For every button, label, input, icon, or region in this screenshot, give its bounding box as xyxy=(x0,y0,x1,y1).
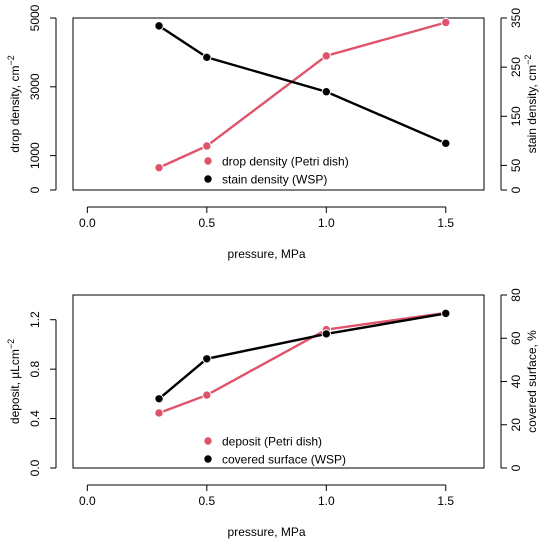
series-point-1 xyxy=(154,408,164,418)
series-point-1 xyxy=(202,390,212,400)
y-right-axis-label: covered surface, % xyxy=(525,330,539,433)
x-tick-label: 1.5 xyxy=(437,494,454,508)
y-right-axis-label-exponent: −2 xyxy=(523,55,533,65)
y-left-tick-label: 0 xyxy=(28,186,42,193)
y-left-axis-label: deposit, µLcm−2 xyxy=(6,339,22,424)
legend-marker-1 xyxy=(203,436,213,446)
series-point-2 xyxy=(321,329,331,339)
series-point-2 xyxy=(202,52,212,63)
chart-panel-2: 0.0 0.5 1.0 1.5 pressure, MPa 0.0 0.4 0.8 1.2 dep… xyxy=(6,288,539,539)
x-axis-label: pressure, MPa xyxy=(228,247,306,261)
y-right-tick-label: 350 xyxy=(509,8,523,28)
y-left-tick-label: 1000 xyxy=(28,142,42,169)
series-point-1 xyxy=(441,17,451,28)
y-left-tick-label: 1.2 xyxy=(28,311,42,328)
y-right-tick-label: 0 xyxy=(509,186,523,193)
y-right-tick-label: 0 xyxy=(509,464,523,471)
legend-label-2: covered surface (WSP) xyxy=(222,453,346,467)
y-right-tick-label: 60 xyxy=(509,331,523,345)
legend-label-2: stain density (WSP) xyxy=(222,173,327,187)
x-tick-label: 1.0 xyxy=(318,494,335,508)
series-point-2 xyxy=(202,354,212,364)
y-right-tick-label: 150 xyxy=(509,106,523,126)
legend-label-1: deposit (Petri dish) xyxy=(222,435,322,449)
y-right-tick-label: 40 xyxy=(509,375,523,389)
x-tick-label: 0.0 xyxy=(79,494,96,508)
y-left-tick-label: 0.8 xyxy=(28,360,42,377)
y-left-tick-label: 3000 xyxy=(28,73,42,100)
series-point-1 xyxy=(321,51,331,61)
y-right-axis-label: stain density, cm−2 xyxy=(523,55,539,154)
y-left-tick-label: 0.0 xyxy=(28,459,42,476)
plot-frame xyxy=(72,294,485,469)
series-point-2 xyxy=(441,308,451,319)
x-tick-label: 0.5 xyxy=(198,494,215,508)
y-left-tick-label: 5000 xyxy=(28,4,42,31)
legend-marker-2 xyxy=(203,174,213,184)
series-point-1 xyxy=(154,162,164,173)
chart-panel-1: 0.0 0.5 1.0 1.5 pressure, MPa 0 1000 3000 5000 dr… xyxy=(6,4,539,261)
y-left-tick-label: 0.4 xyxy=(28,410,42,427)
x-axis-label: pressure, MPa xyxy=(228,525,306,539)
y-left-axis-label: drop density, cm−2 xyxy=(6,55,22,152)
series-point-1 xyxy=(202,141,212,151)
legend-label-1: drop density (Petri dish) xyxy=(222,155,349,169)
series-line-2 xyxy=(158,24,447,145)
series-point-2 xyxy=(321,87,331,97)
series-point-2 xyxy=(441,138,451,149)
x-tick-label: 0.0 xyxy=(79,216,96,230)
y-right-tick-label: 20 xyxy=(509,418,523,432)
x-tick-label: 0.5 xyxy=(198,216,215,230)
series-line-2 xyxy=(158,312,446,400)
y-right-tick-label: 80 xyxy=(509,288,523,302)
series-point-2 xyxy=(154,394,164,404)
y-left-axis-label-exponent: −2 xyxy=(6,339,16,349)
plot-frame xyxy=(72,17,485,191)
y-left-axis-label-exponent: −2 xyxy=(6,55,16,65)
series-line-1 xyxy=(158,21,447,169)
y-right-tick-label: 250 xyxy=(509,57,523,77)
series-point-2 xyxy=(154,21,164,31)
x-tick-label: 1.5 xyxy=(437,216,454,230)
series-line-1 xyxy=(158,311,446,415)
legend-marker-2 xyxy=(203,454,213,464)
legend-marker-1 xyxy=(203,156,213,166)
x-tick-label: 1.0 xyxy=(318,216,335,230)
y-right-tick-label: 50 xyxy=(509,158,523,172)
